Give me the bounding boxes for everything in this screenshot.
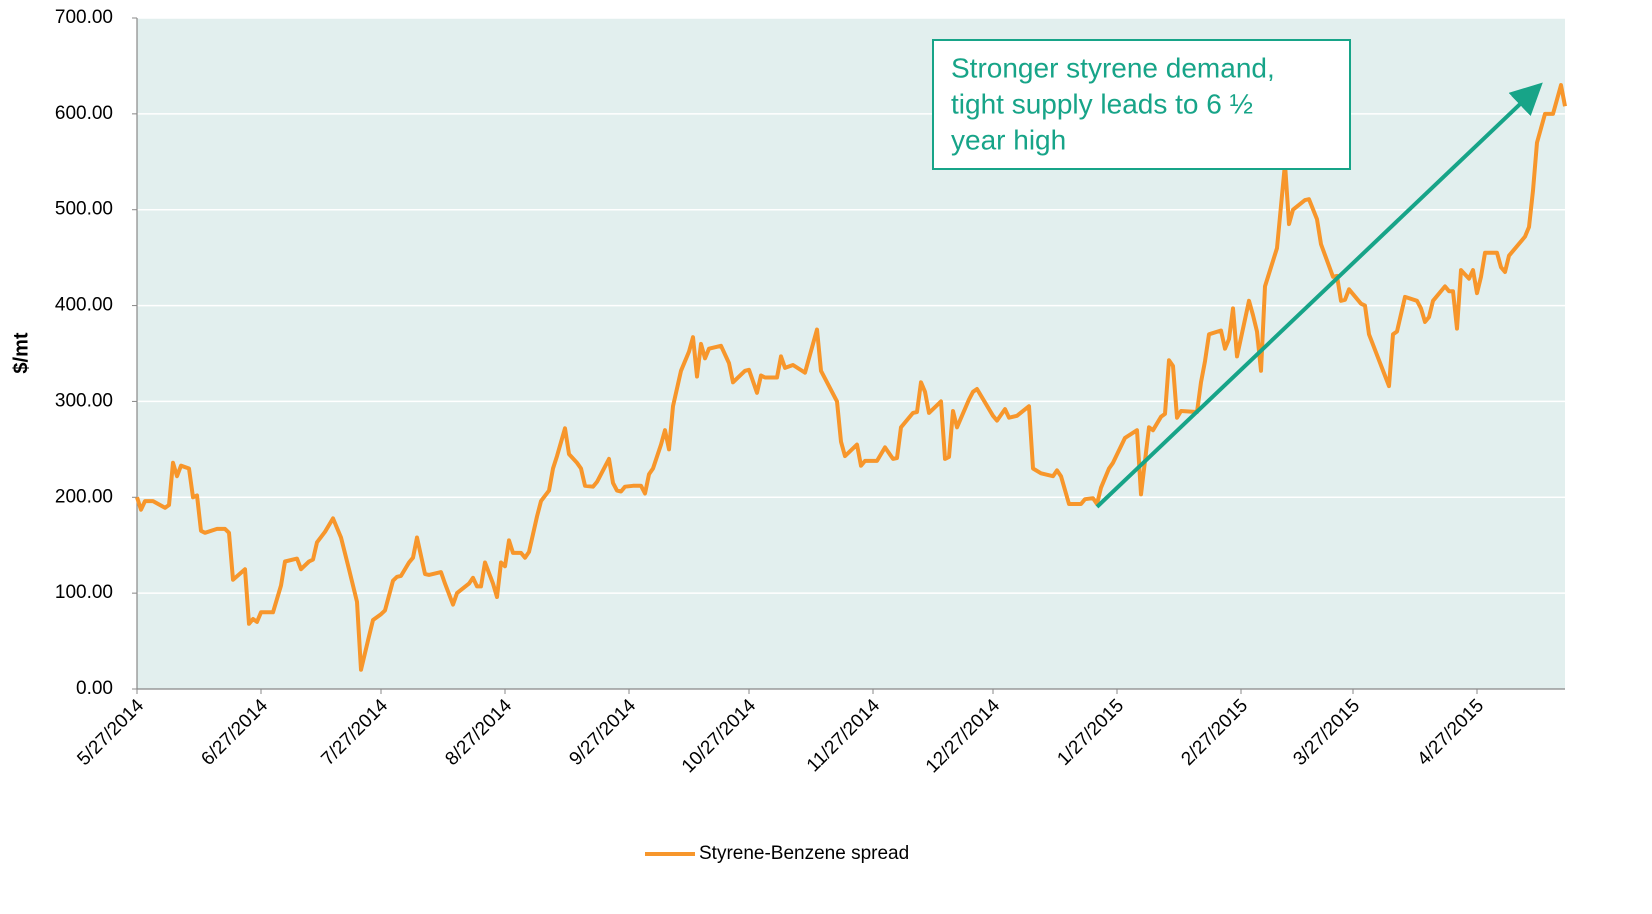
y-tick-label: 100.00	[55, 582, 113, 603]
x-tick-label: 3/27/2015	[1289, 695, 1364, 770]
x-tick-label: 5/27/2014	[73, 695, 148, 770]
x-tick-label: 1/27/2015	[1053, 695, 1128, 770]
y-tick-label: 700.00	[55, 7, 113, 28]
y-tick-label: 300.00	[55, 390, 113, 411]
x-tick-label: 6/27/2014	[197, 695, 272, 770]
y-tick-label: 500.00	[55, 199, 113, 220]
x-tick-label: 12/27/2014	[922, 695, 1004, 777]
x-tick-label: 7/27/2014	[317, 695, 392, 770]
legend-label: Styrene-Benzene spread	[699, 843, 909, 864]
x-tick-label: 2/27/2015	[1177, 695, 1252, 770]
x-tick-label: 11/27/2014	[803, 695, 884, 776]
y-axis-label: $/mt	[10, 332, 32, 373]
y-tick-label: 0.00	[76, 678, 113, 699]
annotation-arrow	[1095, 82, 1543, 509]
y-tick-label: 400.00	[55, 295, 113, 316]
annotation-text: year high	[951, 124, 1066, 155]
x-tick-label: 9/27/2014	[565, 695, 640, 770]
x-tick-label: 8/27/2014	[441, 695, 516, 770]
annotation-text: tight supply leads to 6 ½	[951, 88, 1253, 119]
x-tick-label: 10/27/2014	[678, 695, 760, 777]
series-line	[135, 83, 1567, 672]
annotation-text: Stronger styrene demand,	[951, 52, 1275, 83]
y-tick-label: 200.00	[55, 486, 113, 507]
y-tick-label: 600.00	[55, 103, 113, 124]
annotation-box	[932, 39, 1351, 170]
x-tick-label: 4/27/2015	[1413, 695, 1488, 770]
